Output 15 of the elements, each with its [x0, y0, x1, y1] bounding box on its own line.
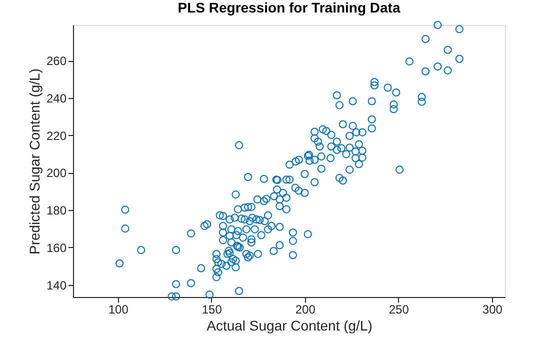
- x-tick-label: 200: [295, 302, 316, 316]
- y-tick-label: 220: [46, 128, 67, 143]
- x-tick-label: 100: [108, 302, 129, 316]
- y-tick-label: 180: [46, 204, 67, 218]
- y-tick-label: 260: [46, 54, 67, 68]
- y-tick-label: 240: [46, 91, 67, 106]
- chart-title: PLS Regression for Training Data: [178, 0, 400, 16]
- y-axis-title: Predicted Sugar Content (g/L): [26, 68, 42, 254]
- x-tick-label: 300: [482, 302, 503, 316]
- y-tick-label: 140: [46, 278, 67, 292]
- y-tick-label: 160: [46, 240, 67, 255]
- x-axis-title: Actual Sugar Content (g/L): [206, 318, 372, 334]
- x-tick-label: 250: [388, 302, 410, 316]
- y-tick-label: 200: [46, 166, 67, 180]
- x-tick-label: 150: [202, 302, 222, 316]
